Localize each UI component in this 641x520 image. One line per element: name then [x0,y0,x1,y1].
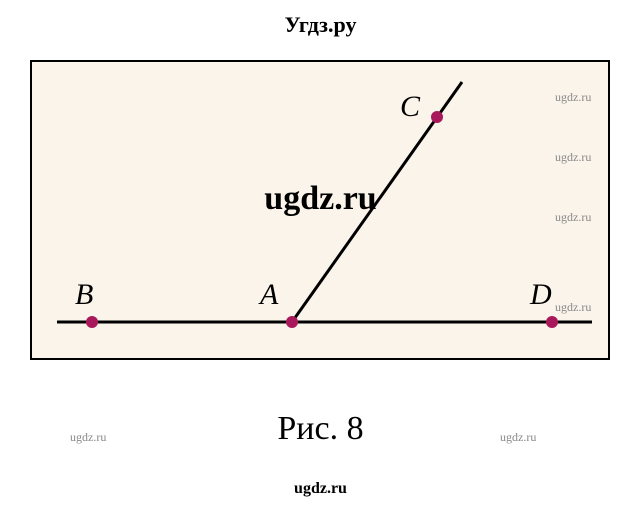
point-b [86,316,98,328]
point-c [431,111,443,123]
small-watermark: ugdz.ru [555,300,591,315]
small-watermark: ugdz.ru [555,90,591,105]
small-watermark: ugdz.ru [70,430,106,445]
footer-watermark: ugdz.ru [0,480,641,498]
site-header: Угдз.ру [0,0,641,38]
point-a [286,316,298,328]
label-b: B [75,278,93,312]
label-a: A [260,278,278,312]
label-c: C [400,90,420,124]
point-d [546,316,558,328]
label-d: D [530,278,552,312]
center-watermark: ugdz.ru [264,180,376,218]
small-watermark: ugdz.ru [500,430,536,445]
small-watermark: ugdz.ru [555,210,591,225]
small-watermark: ugdz.ru [555,150,591,165]
